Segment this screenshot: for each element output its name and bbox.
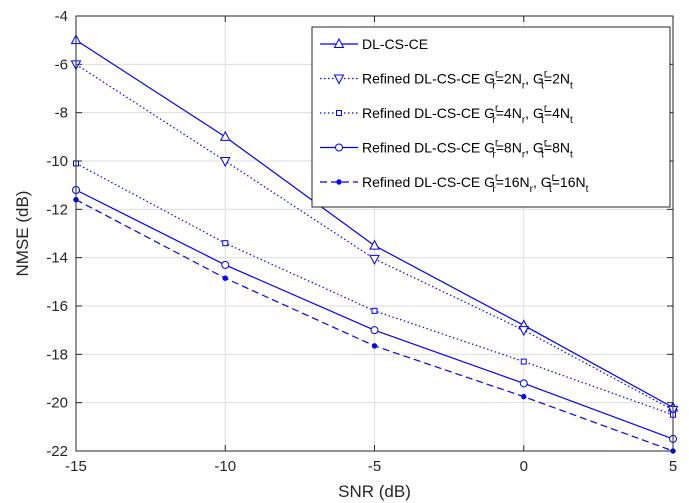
legend-sup: r xyxy=(544,138,548,149)
legend-text-main: Refined DL-CS-CE G xyxy=(362,140,495,156)
x-axis-title: SNR (dB) xyxy=(338,482,411,501)
legend-text-main: Refined DL-CS-CE G xyxy=(362,71,495,87)
legend-sub: r xyxy=(492,81,496,92)
series-2-point xyxy=(518,326,530,337)
legend-sup: r xyxy=(495,172,499,183)
legend-sup: r xyxy=(544,69,548,80)
legend-sub: t xyxy=(541,150,544,161)
x-tick-label: 5 xyxy=(669,458,677,475)
series-5-point xyxy=(521,393,527,400)
legend-sub: r xyxy=(522,81,526,92)
series-4-point xyxy=(519,379,528,388)
x-tick-label: -10 xyxy=(214,458,236,475)
legend-sup: r xyxy=(495,103,499,114)
legend-sup: r xyxy=(495,138,499,149)
legend-sub: t xyxy=(570,115,573,126)
legend-text-part: , G xyxy=(533,174,552,190)
y-tick-label: -8 xyxy=(55,105,68,122)
x-tick-label: -15 xyxy=(65,458,87,475)
legend-marker xyxy=(336,179,342,185)
legend-sub: t xyxy=(570,81,573,92)
legend-text-part: =8N xyxy=(496,140,522,156)
x-tick-label: -5 xyxy=(368,458,381,475)
legend-label: Refined DL-CS-CE Gr r=4Nr, Gr t=4Nt xyxy=(362,103,573,126)
series-1-point xyxy=(369,239,380,250)
series-3-point xyxy=(371,307,378,314)
legend-entry-2: Refined DL-CS-CE Gr r=2Nr, Gr t=2Nt xyxy=(320,69,573,92)
y-tick-label: -18 xyxy=(46,346,68,363)
series-3-point xyxy=(222,240,229,247)
y-tick-label: -4 xyxy=(55,8,68,25)
legend-sub: t xyxy=(541,115,544,126)
legend-sub: r xyxy=(522,115,526,126)
legend-marker xyxy=(333,74,345,85)
legend-box xyxy=(311,26,671,208)
legend-label: Refined DL-CS-CE Gr r=2Nr, Gr t=2Nt xyxy=(362,69,573,92)
series-1-point xyxy=(219,130,231,141)
legend-sup: r xyxy=(544,103,548,114)
axis-ticks xyxy=(75,15,674,452)
legend-sub: r xyxy=(522,150,526,161)
series-2-point xyxy=(219,157,231,168)
series-4-point xyxy=(221,260,230,269)
tick-labels: -15 -10 -5 0 5 -4 -6 -8 -10 -12 -14 -16 -18 -20 -22 xyxy=(46,8,677,475)
legend-label: DL-CS-CE xyxy=(362,36,428,52)
legend-text-main: DL-CS-CE xyxy=(362,36,428,52)
legend-text-part: =4N xyxy=(544,105,570,121)
series-5-point xyxy=(371,343,378,349)
legend-text-part: , G xyxy=(525,71,544,87)
legend-text-part: =4N xyxy=(496,105,522,121)
legend-marker xyxy=(333,37,345,48)
x-tick-label: 0 xyxy=(520,458,528,475)
legend-label: Refined DL-CS-CE Gr r=16Nr, Gr t=16Nt xyxy=(362,172,589,195)
y-axis-title: NMSE (dB) xyxy=(13,191,32,277)
y-tick-label: -20 xyxy=(46,395,68,412)
series-5-point xyxy=(222,275,228,281)
legend-text-part: =8N xyxy=(544,140,570,156)
legend-sub: t xyxy=(541,81,544,92)
legend-marker xyxy=(336,110,342,116)
y-tick-label: -14 xyxy=(46,250,68,267)
series-2-point xyxy=(369,254,380,265)
y-tick-label: -6 xyxy=(55,56,68,73)
legend-text-part: =16N xyxy=(496,174,530,190)
y-tick-label: -12 xyxy=(46,201,68,218)
legend-sub: t xyxy=(570,150,573,161)
legend-label: Refined DL-CS-CE Gr r=8Nr, Gr t=8Nt xyxy=(362,138,573,161)
legend-text-part: , G xyxy=(525,105,544,121)
legend-text-part: =2N xyxy=(496,71,522,87)
legend-text-part: =2N xyxy=(544,71,570,87)
legend-entry-5: Refined DL-CS-CE Gr r=16Nr, Gr t=16Nt xyxy=(320,172,589,195)
y-tick-label: -10 xyxy=(46,153,68,170)
series-3-point xyxy=(520,358,527,365)
series-4 xyxy=(72,186,677,443)
legend-sup: r xyxy=(495,69,499,80)
legend-entry-1: DL-CS-CE xyxy=(320,36,428,52)
y-tick-label: -22 xyxy=(46,443,68,460)
legend-text-part: =16N xyxy=(552,174,586,190)
legend-entry-3: Refined DL-CS-CE Gr r=4Nr, Gr t=4Nt xyxy=(320,103,573,126)
legend-text-main: Refined DL-CS-CE G xyxy=(362,174,495,190)
legend-sub: r xyxy=(530,184,534,195)
series-4-point xyxy=(370,326,379,335)
legend-entry-4: Refined DL-CS-CE Gr r=8Nr, Gr t=8Nt xyxy=(320,138,573,161)
legend-sub: r xyxy=(492,115,496,126)
legend-sub: r xyxy=(492,184,496,195)
legend-text-main: Refined DL-CS-CE G xyxy=(362,105,495,121)
legend-sub: r xyxy=(492,150,496,161)
legend-text-part: , G xyxy=(525,140,544,156)
legend-sup: r xyxy=(552,172,556,183)
y-tick-label: -16 xyxy=(46,298,68,315)
legend-sub: t xyxy=(586,184,589,195)
legend-sub: t xyxy=(549,184,552,195)
legend-marker xyxy=(335,143,343,152)
